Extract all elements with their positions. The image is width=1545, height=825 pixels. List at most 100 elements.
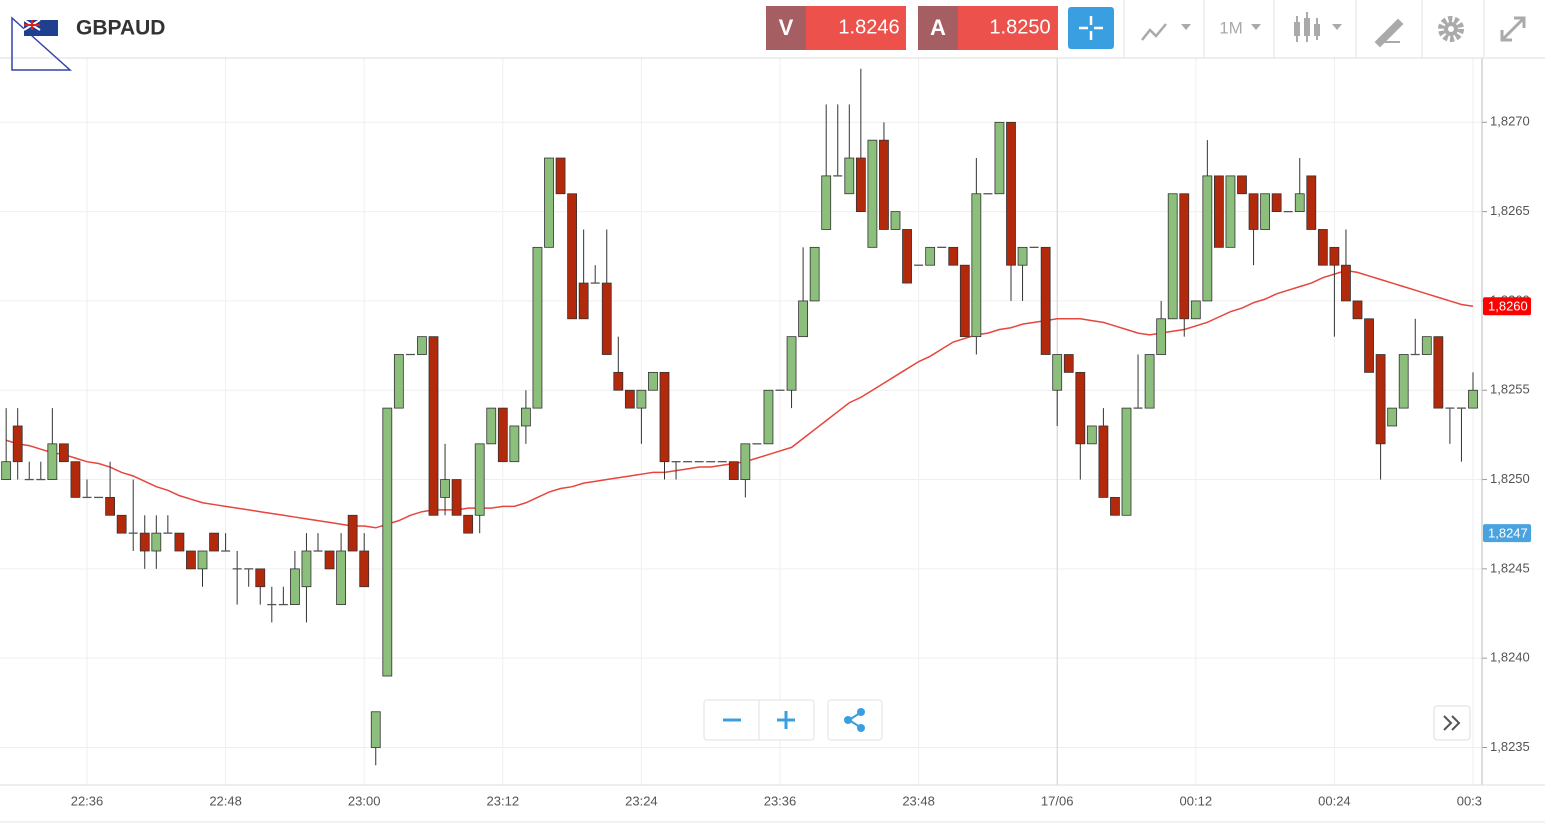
candle-body — [728, 461, 739, 480]
candle-body — [417, 336, 427, 355]
candle-body — [624, 389, 635, 409]
candle-body — [116, 514, 127, 534]
price-marker — [1483, 524, 1531, 543]
candle-body — [1468, 389, 1478, 409]
y-tick-label: 1,8265 — [1490, 203, 1530, 218]
timeframe-button[interactable]: 1M — [1219, 18, 1261, 37]
candle-body — [1248, 193, 1259, 230]
candles — [1, 68, 1478, 766]
candle-body — [1086, 425, 1097, 445]
candle-body — [578, 282, 589, 320]
symbol: GBPAUD — [76, 17, 165, 40]
y-tick-label: 1,8250 — [1490, 471, 1530, 486]
candle-body — [393, 354, 404, 409]
candle-body — [1121, 407, 1132, 516]
candle-body — [925, 246, 936, 266]
candle-body — [1, 461, 12, 480]
toolbar-separators — [1123, 0, 1485, 58]
buy-label: A — [930, 15, 946, 40]
candle-body — [440, 479, 450, 498]
candle-body — [1398, 354, 1409, 409]
moving-average — [5, 269, 1474, 529]
candle-body — [1260, 193, 1270, 230]
candle-body — [555, 157, 566, 195]
sell-button[interactable]: V 1.8246 — [766, 6, 906, 50]
candle-body — [428, 336, 439, 516]
candle-body — [1329, 246, 1340, 266]
zoom-controls[interactable] — [703, 699, 815, 741]
candle-body — [174, 532, 185, 552]
x-tick-label: 00:12 — [1180, 793, 1213, 808]
candle-body — [370, 711, 381, 748]
candle-body — [255, 568, 266, 588]
candle-body — [347, 514, 358, 552]
candle-body — [1144, 354, 1155, 409]
candle-body — [1214, 175, 1224, 248]
candle-body — [544, 157, 554, 248]
candle-body — [659, 371, 670, 463]
candle-body — [12, 425, 23, 463]
candle-body — [186, 550, 196, 570]
candle-body — [1156, 318, 1167, 355]
candle-body — [902, 229, 912, 284]
candle-body — [139, 532, 150, 552]
candle-body — [1098, 425, 1109, 498]
share-button[interactable] — [827, 699, 883, 741]
scroll-end-button[interactable] — [1433, 705, 1471, 741]
candle-body — [844, 157, 855, 195]
candle-body — [1202, 175, 1213, 302]
price-marker — [1483, 297, 1531, 316]
x-tick-label: 00:24 — [1318, 793, 1351, 808]
x-tick-label: 22:48 — [209, 793, 242, 808]
candle-body — [821, 175, 832, 230]
flag — [23, 19, 58, 36]
buy-price: 1.8250 — [989, 16, 1050, 38]
buy-button[interactable]: A 1.8250 — [918, 6, 1058, 50]
candle-body — [1006, 121, 1016, 266]
candle-body — [324, 550, 335, 570]
candle-body — [289, 568, 300, 605]
fullscreen-button[interactable] — [1500, 16, 1526, 42]
x-tick-label: 23:12 — [487, 793, 520, 808]
candle-type-button[interactable] — [1294, 12, 1342, 42]
candle-body — [1433, 336, 1444, 409]
price-marker-label: 1,8247 — [1488, 526, 1528, 541]
candle-body — [959, 264, 970, 338]
y-tick-label: 1,8235 — [1490, 739, 1530, 754]
candle-body — [486, 407, 497, 445]
candle-body — [798, 300, 808, 338]
candle-body — [1271, 193, 1282, 213]
candle-body — [994, 121, 1005, 195]
candle-body — [1017, 246, 1028, 266]
candle-body — [867, 139, 878, 248]
candle-body — [521, 407, 531, 427]
candle-body — [1237, 175, 1247, 195]
candle-body — [197, 550, 208, 570]
candle-body — [474, 443, 485, 516]
y-tick-label: 1,8270 — [1490, 114, 1530, 129]
candle-body — [532, 246, 543, 409]
candle-body — [567, 193, 577, 320]
draw-button[interactable] — [1374, 18, 1404, 48]
candle-body — [1075, 371, 1086, 445]
candle-body — [1421, 336, 1432, 355]
crosshair-button[interactable] — [1068, 7, 1114, 49]
candle-body — [1225, 175, 1236, 248]
candle-body — [509, 425, 520, 463]
chart-type-button[interactable] — [1141, 23, 1191, 41]
drawing-triangle — [11, 16, 72, 71]
settings-button[interactable] — [1438, 16, 1464, 42]
x-tick-label: 00:36 — [1457, 793, 1490, 808]
candle-body — [879, 139, 889, 230]
candle-body — [1341, 264, 1351, 302]
candle-body — [382, 407, 393, 677]
y-tick-label: 1,8255 — [1490, 382, 1530, 397]
x-tick-label: 23:00 — [348, 793, 381, 808]
candle-body — [786, 336, 797, 391]
x-tick-label: 23:24 — [625, 793, 658, 808]
candle-body — [1052, 354, 1063, 391]
candle-body — [740, 443, 751, 480]
candle-body — [809, 246, 820, 302]
candle-body — [855, 157, 866, 213]
candle-body — [151, 532, 162, 552]
